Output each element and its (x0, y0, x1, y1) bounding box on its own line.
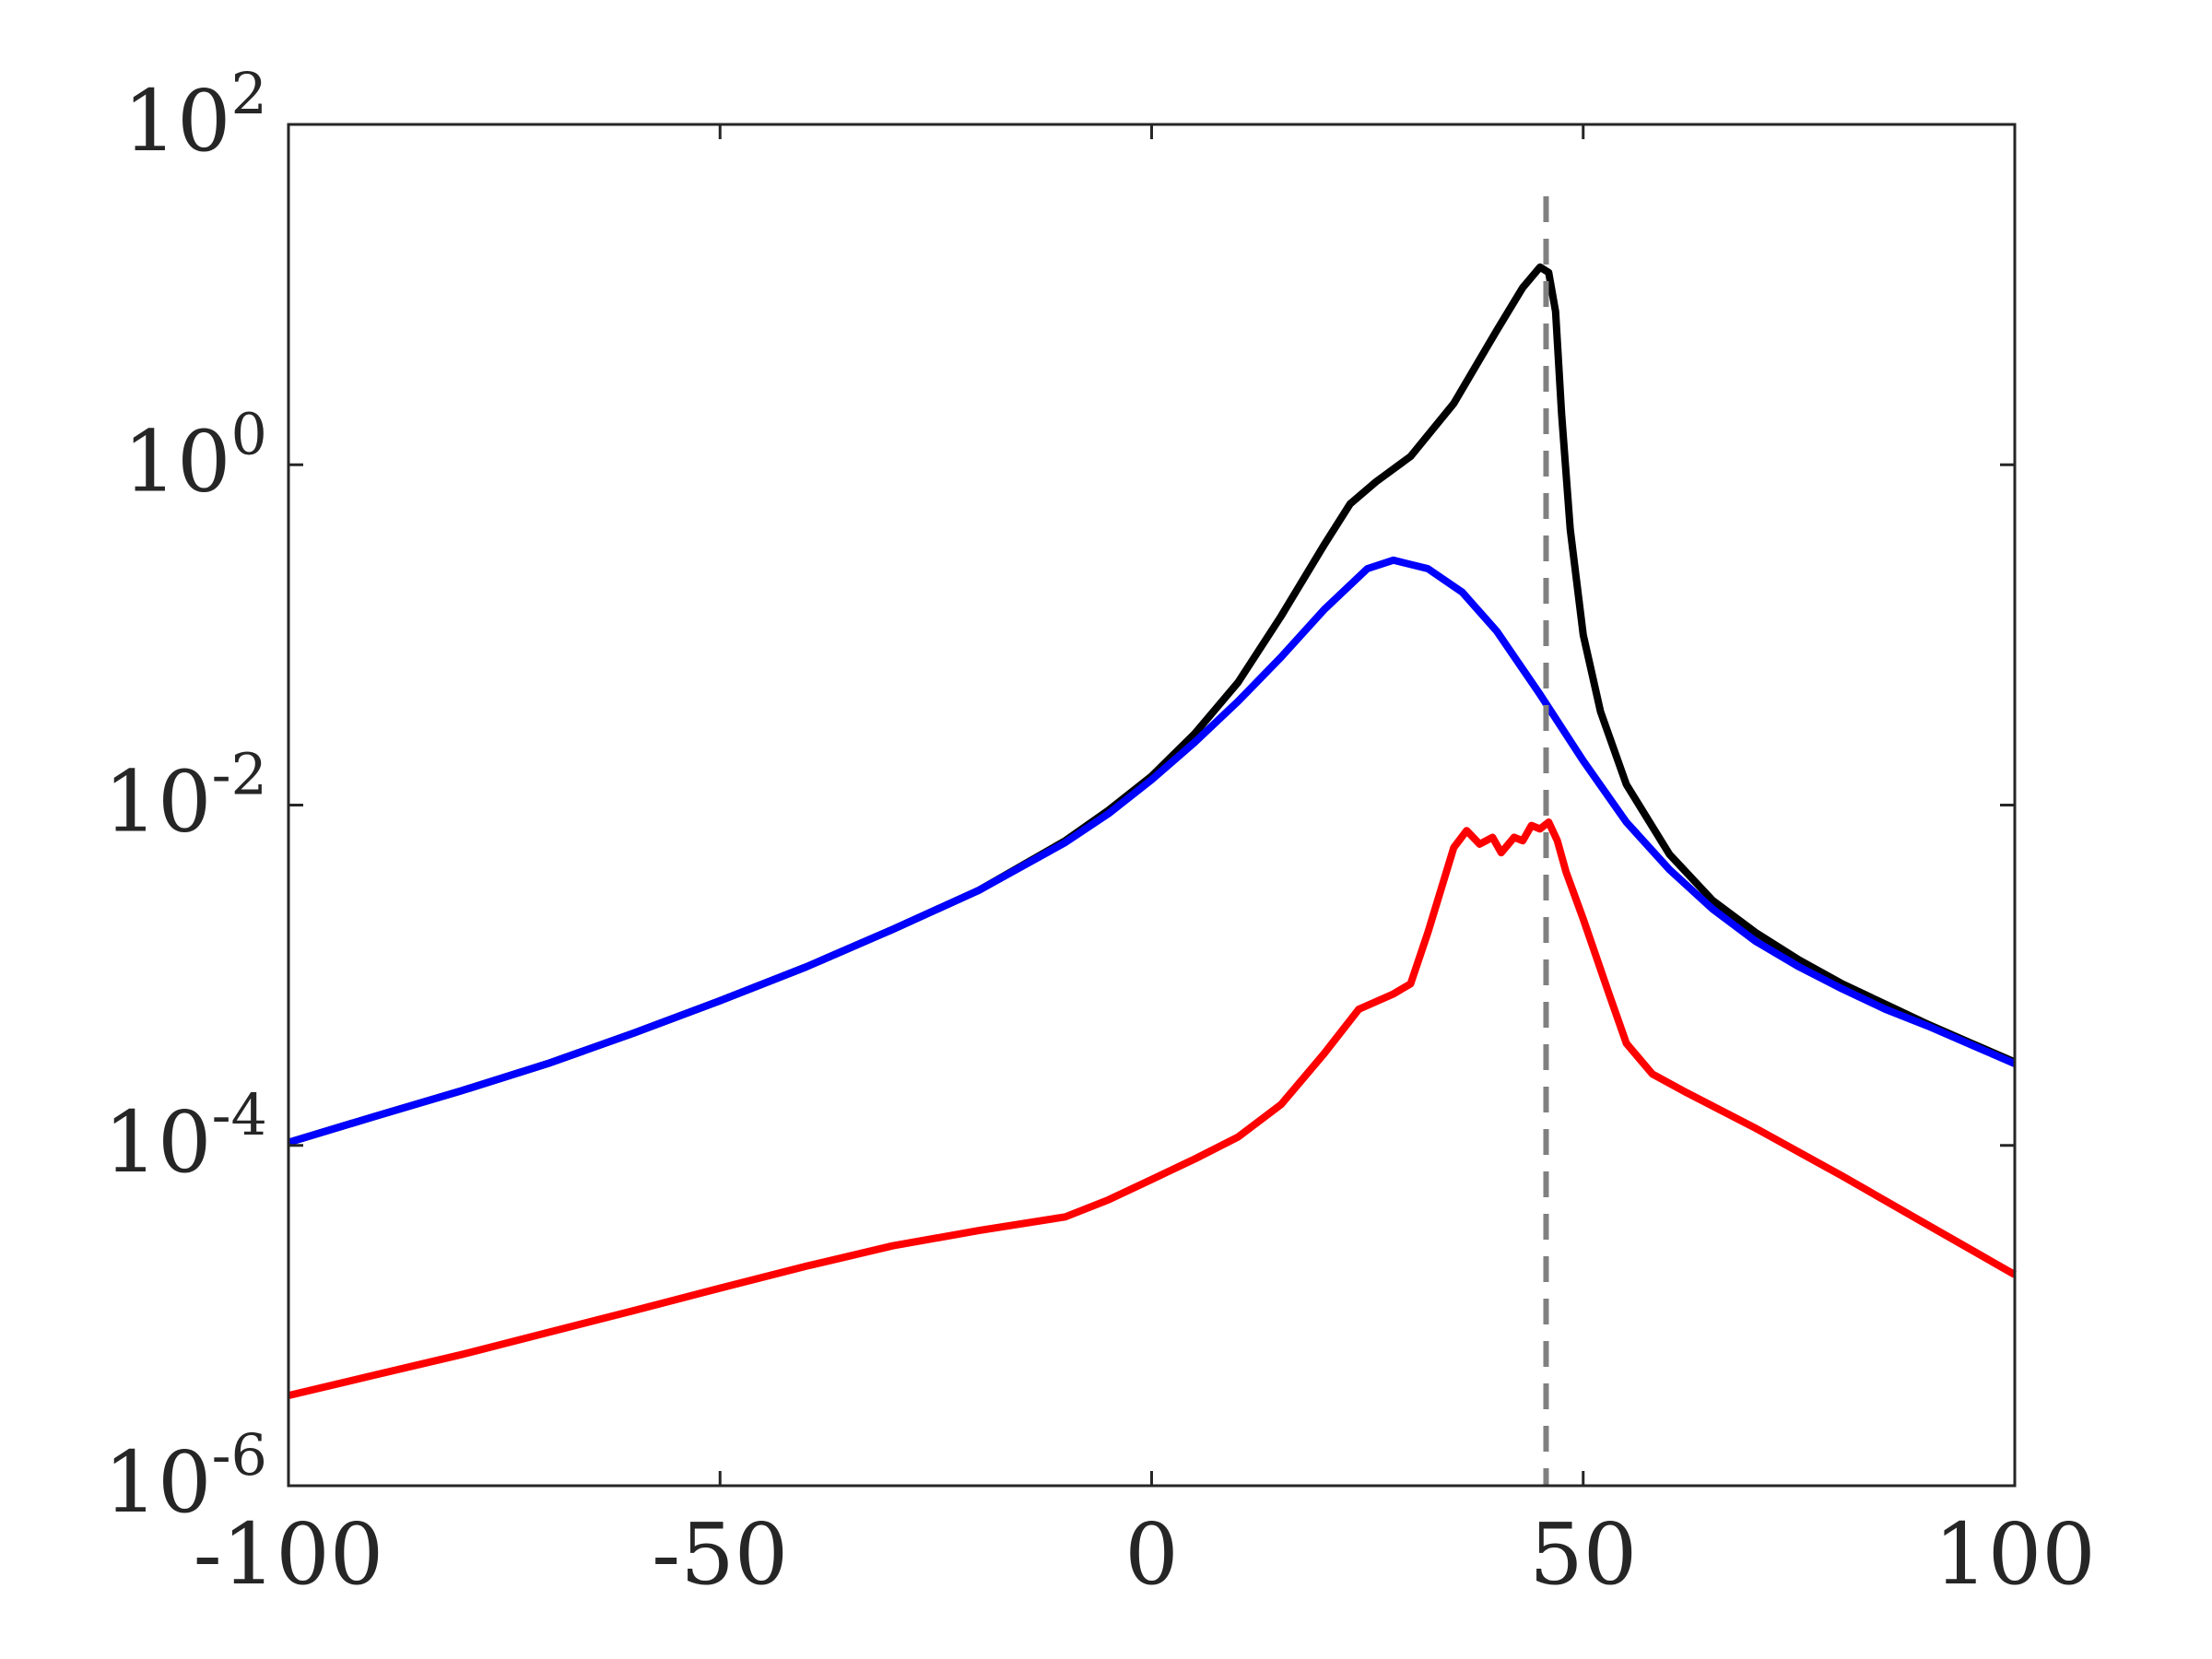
x-tick-label: 50 (1529, 1505, 1637, 1604)
x-tick-label: -50 (652, 1505, 788, 1604)
y-tick-label: 10-2 (104, 741, 267, 852)
series-line-2 (287, 556, 2017, 1147)
series-line-3 (288, 818, 2017, 1399)
x-tick-label: 100 (1934, 1505, 2096, 1604)
y-tick-label: 100 (123, 400, 267, 511)
axes: -100 -50 0 50 100 10-6 10-4 10-2 100 102 (104, 60, 2096, 1604)
x-tick-label: -100 (194, 1505, 384, 1604)
y-tick-label: 102 (123, 60, 267, 171)
x-tick-label: 0 (1124, 1505, 1179, 1604)
y-tick-label: 10-4 (104, 1081, 267, 1192)
y-tick-label: 10-6 (104, 1421, 267, 1532)
plot-area (287, 196, 2017, 1486)
